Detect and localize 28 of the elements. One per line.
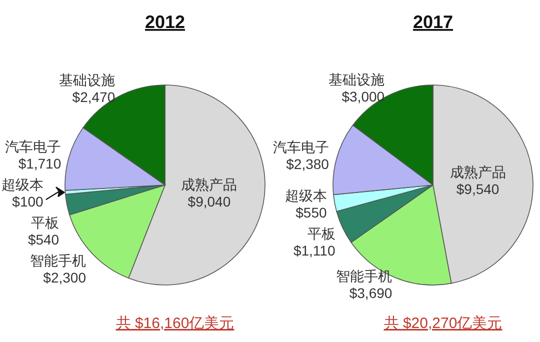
data-label: $3,690 (349, 284, 392, 301)
slice-label: 平板 (31, 214, 60, 230)
slice-label: 超级本 (284, 188, 327, 204)
slice-label: 汽车电子 (272, 138, 329, 155)
chart-title: 2017 (412, 12, 454, 32)
data-label: $1,710 (18, 155, 62, 172)
data-label: $550 (296, 204, 327, 221)
data-label: $100 (12, 193, 44, 210)
chart-title: 2012 (144, 12, 186, 32)
data-label: $3,000 (342, 88, 385, 104)
data-label: $2,380 (286, 156, 330, 172)
data-label: $1,110 (293, 242, 336, 259)
data-label: $540 (28, 231, 60, 248)
slice-label: 基础设施 (328, 71, 385, 88)
data-label: $2,300 (43, 269, 86, 286)
slice-label: 超级本 (1, 176, 44, 192)
text: 共 $20,270亿美元 (384, 315, 502, 332)
data-label: $9,540 (456, 180, 500, 197)
slice-label: 智能手机 (336, 268, 392, 284)
slice-label: 成熟产品 (450, 164, 506, 180)
slice-label: 基础设施 (59, 72, 116, 88)
slice-label: 平板 (307, 226, 336, 242)
data-label: $2,470 (72, 89, 116, 106)
slice-label: 汽车电子 (5, 138, 62, 154)
slice-label: 智能手机 (30, 252, 86, 268)
slice-label: 成熟产品 (181, 176, 238, 192)
data-label: $9,040 (188, 193, 231, 210)
text: 共 $16,160亿美元 (116, 315, 234, 332)
